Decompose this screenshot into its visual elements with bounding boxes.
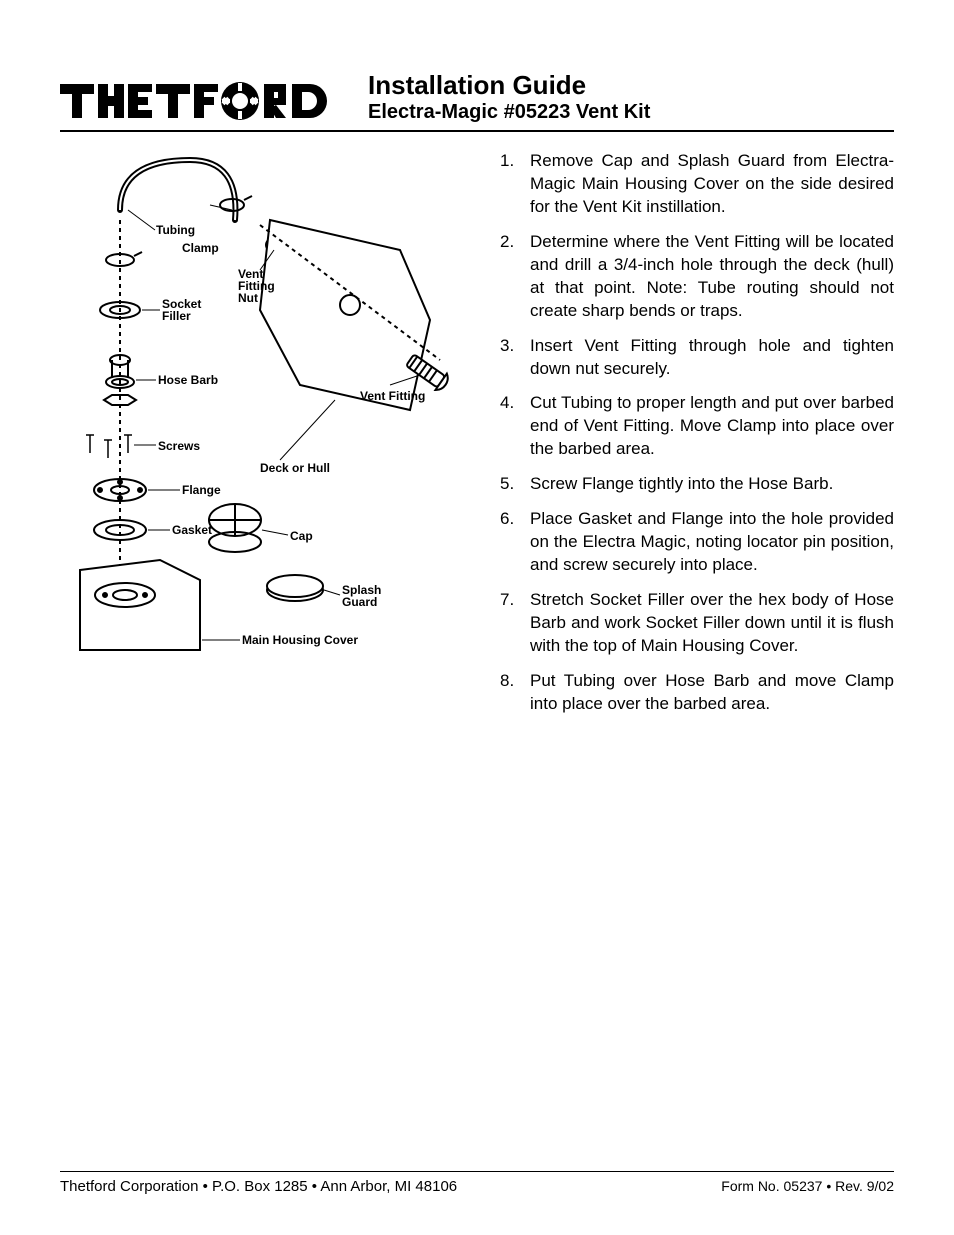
diagram-column: Tubing Clamp Vent Fitting Nut Socket Fil… (60, 150, 470, 1171)
label-tubing: Tubing (156, 223, 195, 237)
label-splash-2: Guard (342, 595, 377, 609)
step-item: Insert Vent Fitting through hole and tig… (500, 335, 894, 381)
doc-title: Installation Guide (368, 70, 650, 101)
label-vent-fitting: Vent Fitting (360, 389, 425, 403)
label-gasket: Gasket (172, 523, 212, 537)
step-item: Screw Flange tightly into the Hose Barb. (500, 473, 894, 496)
label-screws: Screws (158, 439, 200, 453)
title-block: Installation Guide Electra-Magic #05223 … (368, 70, 650, 124)
step-item: Determine where the Vent Fitting will be… (500, 231, 894, 323)
label-hose-barb: Hose Barb (158, 373, 218, 387)
footer-left: Thetford Corporation • P.O. Box 1285 • A… (60, 1178, 457, 1195)
label-housing: Main Housing Cover (242, 633, 358, 647)
footer-right: Form No. 05237 • Rev. 9/02 (721, 1178, 894, 1195)
diagram-svg: Tubing Clamp Vent Fitting Nut Socket Fil… (60, 150, 470, 670)
step-item: Cut Tubing to proper length and put over… (500, 392, 894, 461)
step-item: Stretch Socket Filler over the hex body … (500, 589, 894, 658)
footer: Thetford Corporation • P.O. Box 1285 • A… (60, 1171, 894, 1195)
label-cap: Cap (290, 529, 313, 543)
page: Installation Guide Electra-Magic #05223 … (0, 0, 954, 1235)
step-item: Remove Cap and Splash Guard from Electra… (500, 150, 894, 219)
label-deck: Deck or Hull (260, 461, 330, 475)
label-flange: Flange (182, 483, 221, 497)
header: Installation Guide Electra-Magic #05223 … (60, 70, 894, 132)
step-item: Put Tubing over Hose Barb and move Clamp… (500, 670, 894, 716)
label-socket-2: Filler (162, 309, 191, 323)
exploded-diagram: Tubing Clamp Vent Fitting Nut Socket Fil… (60, 150, 470, 675)
instructions-column: Remove Cap and Splash Guard from Electra… (500, 150, 894, 1171)
label-clamp: Clamp (182, 241, 219, 255)
steps-list: Remove Cap and Splash Guard from Electra… (500, 150, 894, 716)
thetford-logo (60, 78, 350, 124)
label-vent-nut-3: Nut (238, 291, 258, 305)
step-item: Place Gasket and Flange into the hole pr… (500, 508, 894, 577)
body: Tubing Clamp Vent Fitting Nut Socket Fil… (60, 150, 894, 1171)
doc-subtitle: Electra-Magic #05223 Vent Kit (368, 101, 650, 124)
